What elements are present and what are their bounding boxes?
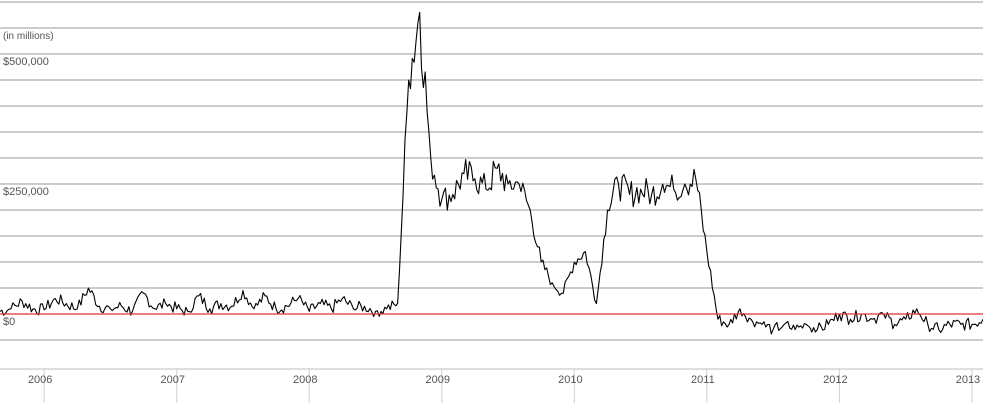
x-tick-label: 2010 — [558, 374, 582, 386]
unit-label: (in millions) — [3, 31, 54, 42]
x-axis: 2006 2007 2008 2009 2010 2011 2012 2013 — [0, 368, 983, 403]
x-tick-label: 2007 — [160, 374, 184, 386]
y-tick-label: $0 — [3, 316, 15, 328]
y-axis-labels: $500,000 $250,000 $0 — [3, 56, 49, 328]
series-line — [0, 11, 983, 335]
x-tick-label: 2013 — [956, 374, 980, 386]
x-tick-label: 2011 — [691, 374, 715, 386]
series-line-group — [0, 11, 983, 335]
x-tick-label: 2006 — [28, 374, 52, 386]
y-tick-label: $250,000 — [3, 186, 49, 198]
gridlines — [0, 1, 983, 341]
x-tick-label: 2008 — [293, 374, 317, 386]
x-tick-label: 2012 — [823, 374, 847, 386]
y-tick-label: $500,000 — [3, 56, 49, 68]
x-tick-label: 2009 — [426, 374, 450, 386]
